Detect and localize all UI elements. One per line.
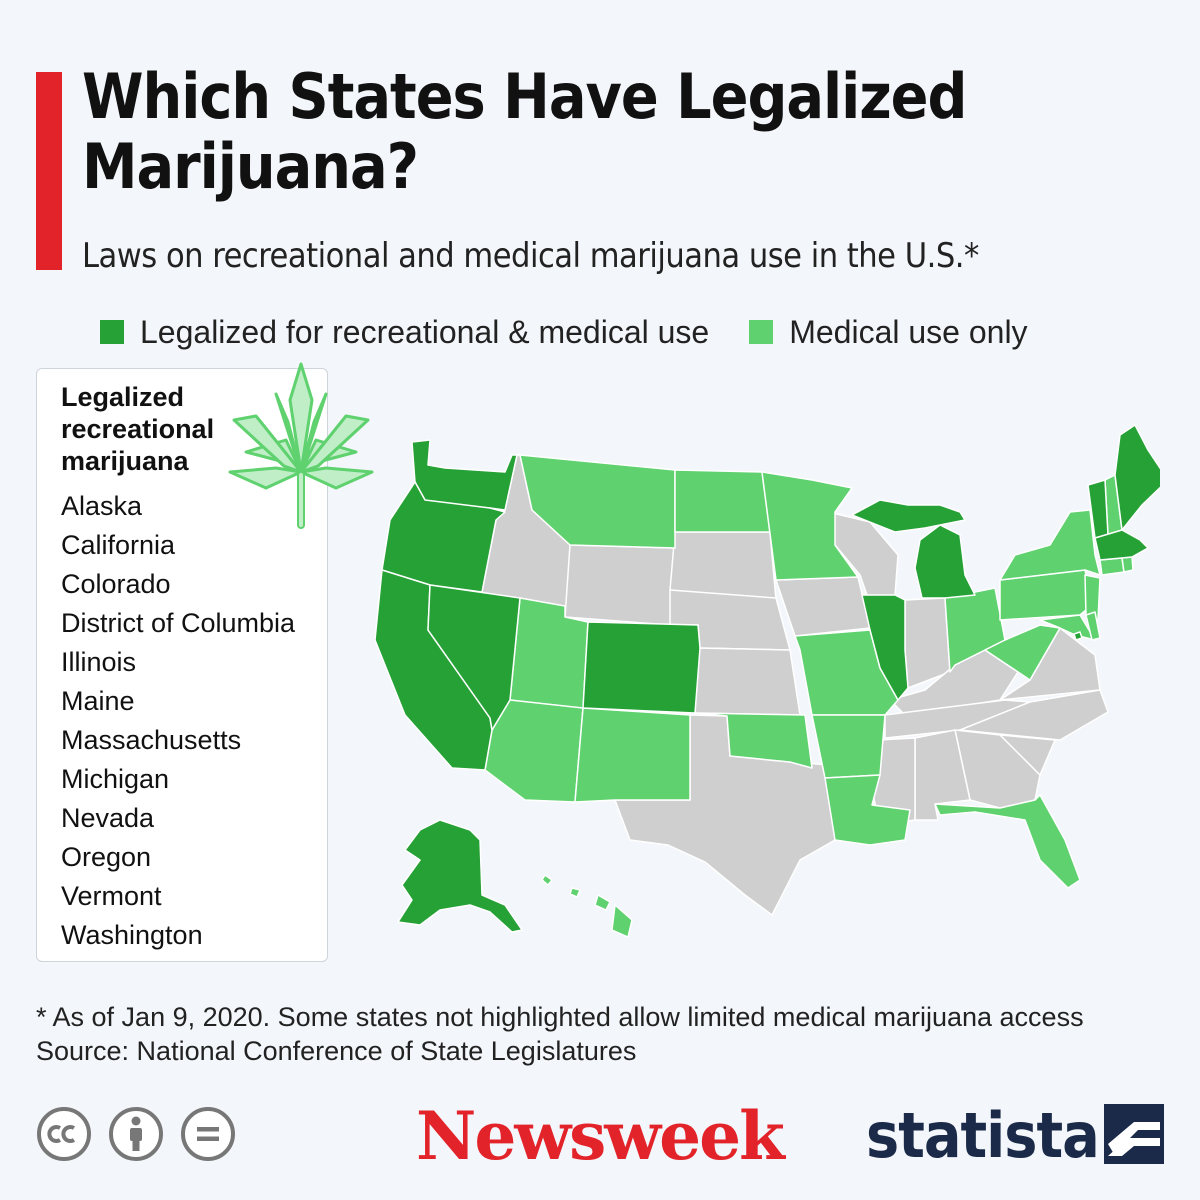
list-item: Illinois — [61, 647, 137, 677]
state-hawaii-maui — [594, 894, 611, 911]
state-district-of-columbia — [1073, 631, 1083, 641]
state-maine — [1114, 424, 1160, 531]
state-hawaii — [541, 874, 553, 886]
state-new-mexico — [574, 707, 691, 803]
attribution-icon — [109, 1107, 163, 1161]
state-south-dakota — [669, 531, 777, 601]
state-delaware — [1085, 611, 1101, 641]
legend-item-medical: Medical use only — [749, 313, 1028, 351]
state-virginia — [999, 627, 1101, 701]
state-connecticut — [1099, 557, 1125, 576]
state-florida — [934, 794, 1081, 889]
state-michigan — [914, 524, 976, 599]
legend-item-recreational: Legalized for recreational & medical use — [100, 314, 709, 351]
legend-swatch-medical — [749, 320, 774, 344]
source-note: Source: National Conference of State Leg… — [36, 1036, 637, 1066]
legend-label-recreational: Legalized for recreational & medical use — [140, 313, 710, 350]
list-item: Alaska — [61, 491, 143, 521]
panel-heading: Legalized recreational marijuana — [61, 382, 215, 476]
state-oklahoma — [694, 712, 813, 769]
legend: Legalized for recreational & medical use… — [100, 310, 1068, 354]
recreational-states-panel: Legalized recreational marijuana Alaska … — [36, 368, 328, 962]
list-item: California — [61, 530, 176, 560]
state-rhode-island — [1121, 556, 1134, 573]
footnote-note: * As of Jan 9, 2020. Some states not hig… — [36, 1002, 1084, 1032]
recreational-state-list: Alaska California Colorado District of C… — [61, 487, 295, 955]
state-hawaii-big-island — [611, 904, 633, 938]
cannabis-leaf-icon — [228, 362, 374, 529]
list-item: Vermont — [61, 881, 162, 911]
legend-label-medical: Medical use only — [789, 313, 1028, 350]
chart-title: Which States Have Legalized Marijuana? — [82, 60, 967, 203]
list-item: Michigan — [61, 764, 170, 794]
state-hawaii-oahu — [569, 887, 581, 898]
list-item: Massachusetts — [61, 725, 242, 755]
state-iowa — [775, 576, 871, 637]
list-item: District of Columbia — [61, 608, 296, 638]
state-wyoming — [564, 544, 676, 626]
state-colorado — [582, 621, 701, 714]
state-illinois — [861, 594, 909, 701]
state-new-jersey — [1084, 574, 1101, 621]
state-michigan-upper — [851, 499, 966, 533]
accent-bar — [36, 72, 62, 270]
state-montana — [519, 454, 676, 549]
state-louisiana — [824, 774, 911, 846]
state-arkansas — [811, 714, 886, 779]
footnote: * As of Jan 9, 2020. Some states not hig… — [36, 1000, 1186, 1068]
cc-icon — [37, 1107, 91, 1161]
state-nevada — [427, 584, 521, 731]
list-item: Washington — [61, 920, 203, 950]
state-kansas — [694, 647, 801, 716]
list-item: Nevada — [61, 803, 155, 833]
no-derivatives-icon — [181, 1107, 235, 1161]
state-minnesota — [761, 471, 859, 581]
list-item: Colorado — [61, 569, 171, 599]
chart-subtitle: Laws on recreational and medical marijua… — [82, 236, 979, 276]
state-new-york — [999, 509, 1101, 581]
state-north-carolina — [959, 689, 1109, 741]
state-north-dakota — [674, 469, 771, 533]
list-item: Oregon — [61, 842, 152, 872]
newsweek-logo: Newsweek — [416, 1097, 785, 1175]
license-icons — [36, 1106, 252, 1162]
state-alaska — [397, 819, 523, 933]
statista-mark-icon — [1104, 1104, 1164, 1164]
state-washington — [411, 439, 518, 511]
us-map — [374, 424, 1160, 938]
state-oregon — [381, 481, 506, 593]
list-item: Maine — [61, 686, 135, 716]
legend-swatch-recreational — [100, 320, 124, 344]
statista-logo: statista — [866, 1099, 1100, 1172]
